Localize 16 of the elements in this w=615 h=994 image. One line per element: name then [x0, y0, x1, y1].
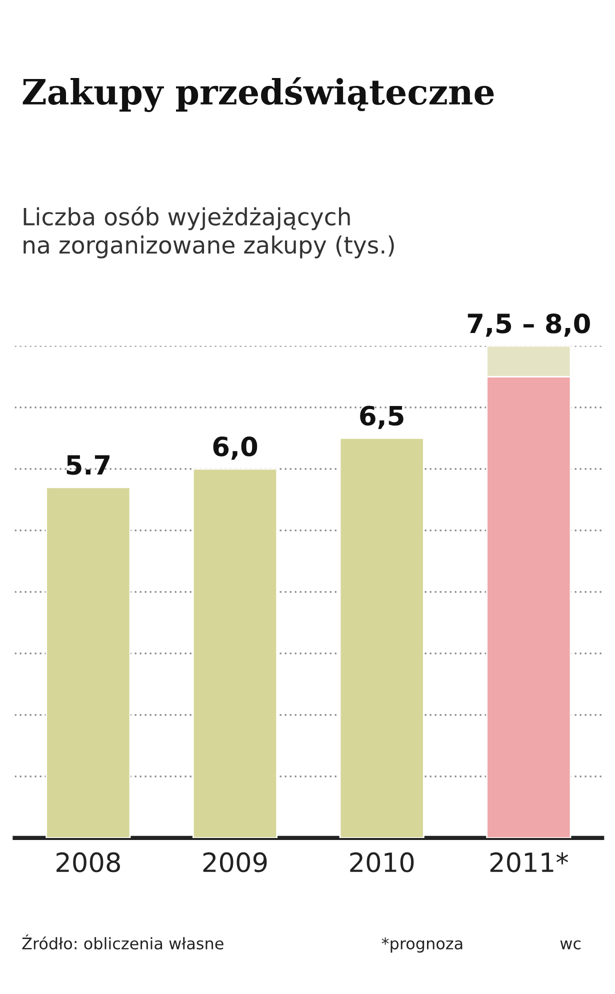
text: *prognoza	[382, 937, 462, 953]
chart-subtitle: Liczba osób wyjeżdżających na zorganizowane zakupy (tys.)	[24, 206, 394, 258]
data-label: 6,0	[213, 436, 258, 460]
bar	[192, 468, 278, 838]
bar	[339, 437, 424, 838]
x-tick-label: 2008	[56, 852, 120, 872]
data-label: 5.7	[66, 455, 110, 475]
bar	[46, 486, 131, 838]
x-tick-label: 2009	[203, 852, 267, 872]
text: wc	[560, 940, 581, 950]
annotation: 7,5 – 8,0	[468, 313, 590, 337]
chart-title: Zakupy przedświąteczne	[22, 77, 494, 112]
x-tick-label: 2010	[350, 852, 414, 872]
data-label: 6,5	[360, 406, 404, 430]
text: Źródło: obliczenia własne	[22, 934, 224, 950]
x-tick-label: 2011*	[490, 852, 568, 872]
